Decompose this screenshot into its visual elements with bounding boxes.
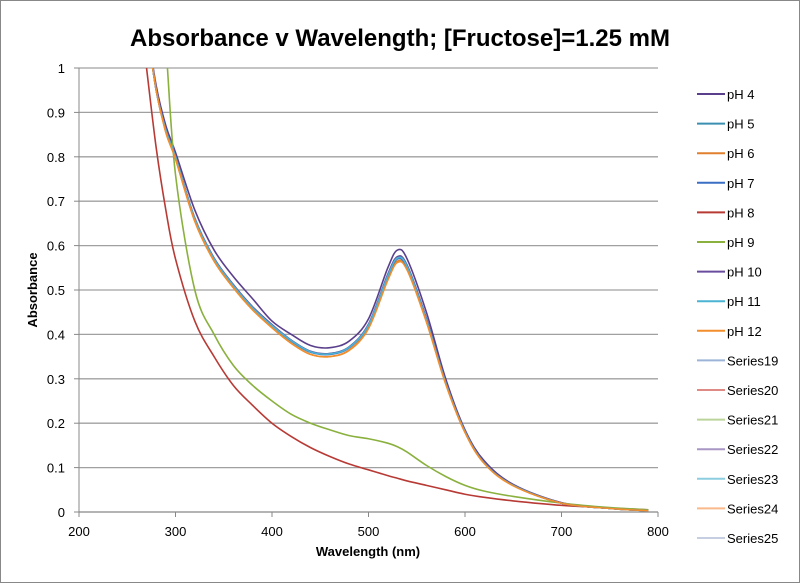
legend-label: pH 5 [727,117,754,132]
legend-label: pH 12 [727,324,762,339]
y-tick-label: 0 [58,505,65,520]
y-tick-label: 0.5 [47,283,65,298]
series-line-ph-10 [151,68,649,512]
y-tick-label: 0.3 [47,372,65,387]
legend: pH 4 pH 5 pH 6 pH 7 pH 8 pH 9 pH 10 pH 11 pH 12 S… [697,87,778,546]
legend-label: Series24 [727,501,778,516]
y-tick-label: 0.2 [47,416,65,431]
legend-label: Series25 [727,531,778,546]
series-line-ph-7 [151,68,649,512]
x-tick-label: 500 [358,524,380,539]
series-line-ph-11 [151,68,649,512]
x-tick-label: 800 [647,524,669,539]
y-tick-label: 0.1 [47,461,65,476]
x-tick-label: 400 [261,524,283,539]
series-line-ph-12 [151,68,649,512]
legend-label: pH 10 [727,265,762,280]
y-tick-label: 0.9 [47,105,65,120]
x-tick-label: 600 [454,524,476,539]
series-line-ph-5 [151,68,649,512]
y-tick-label: 0.8 [47,150,65,165]
legend-label: pH 8 [727,205,754,220]
series-line-ph-6 [151,68,649,512]
legend-label: pH 11 [727,294,761,309]
legend-label: Series19 [727,353,778,368]
series-line-ph-9 [166,68,649,511]
x-axis-label: Wavelength (nm) [316,544,420,559]
legend-label: Series20 [727,383,778,398]
x-tick-label: 300 [165,524,187,539]
legend-label: Series23 [727,472,778,487]
legend-label: pH 7 [727,176,754,191]
legend-label: Series21 [727,413,778,428]
x-tick-label: 200 [68,524,90,539]
series-line-ph-8 [145,68,649,511]
y-tick-label: 0.7 [47,194,65,209]
y-tick-label: 0.6 [47,239,65,254]
x-tick-label: 700 [551,524,573,539]
series-line-ph-4 [152,68,649,512]
y-tick-label: 1 [58,61,65,76]
chart-title: Absorbance v Wavelength; [Fructose]=1.25… [130,25,670,52]
legend-label: pH 4 [727,87,754,102]
legend-label: Series22 [727,442,778,457]
y-axis-label: Absorbance [25,252,40,327]
legend-label: pH 9 [727,235,754,250]
legend-label: pH 6 [727,146,754,161]
y-tick-label: 0.4 [47,327,65,342]
